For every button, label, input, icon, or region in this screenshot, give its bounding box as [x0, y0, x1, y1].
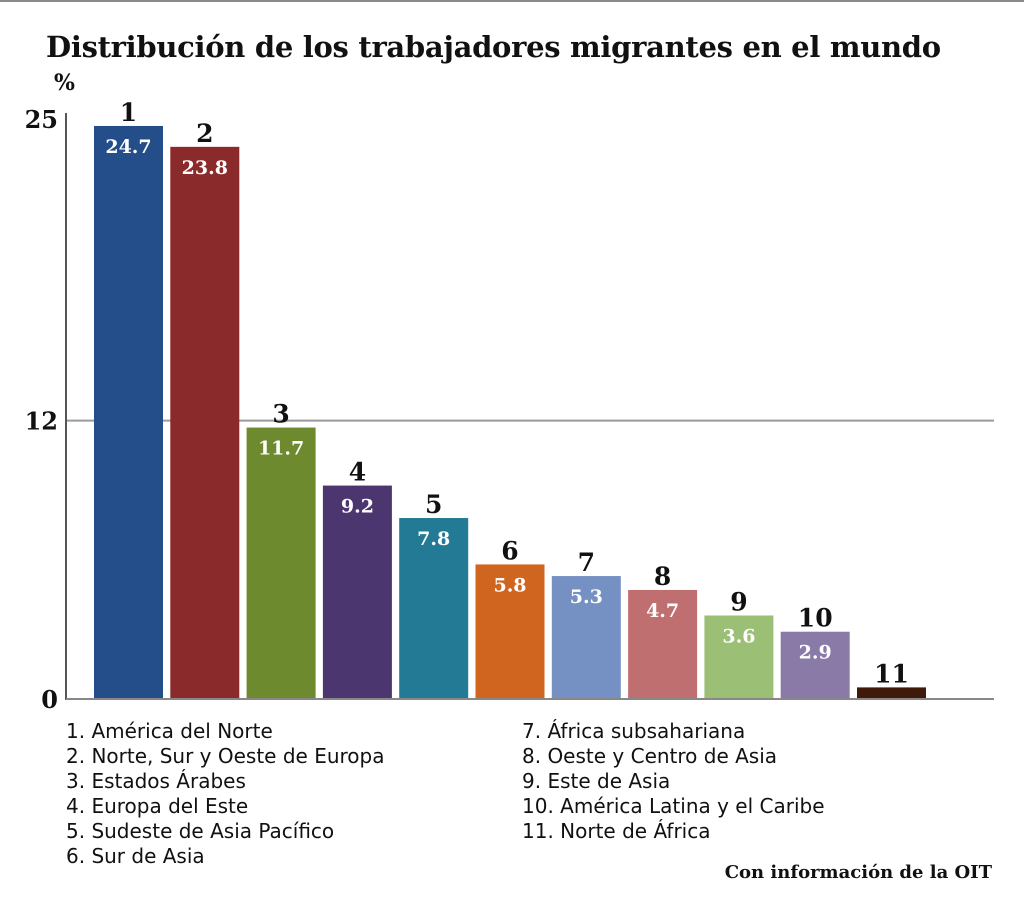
bar [170, 146, 240, 700]
bar [551, 576, 621, 699]
legend-item: 1. América del Norte [66, 719, 273, 743]
bar-value-label: 9.2 [341, 496, 374, 518]
bar-value-label: 4.7 [646, 600, 679, 622]
legend-item: 8. Oeste y Centro de Asia [522, 744, 778, 768]
source-note: Con información de la OIT [724, 862, 992, 883]
top-rule [0, 0, 1024, 2]
legend-right-column: 7. África subsahariana 8. Oeste y Centro… [522, 719, 825, 844]
bar-value-label: 3.6 [722, 625, 755, 647]
legend-item: 10. América Latina y el Caribe [522, 794, 825, 818]
bar-value-label: 0.5 [875, 697, 908, 719]
y-axis-unit-label: % [54, 70, 75, 96]
legend-item: 2. Norte, Sur y Oeste de Europa [66, 744, 385, 768]
y-tick-label: 12 [25, 407, 58, 436]
bar-value-label: 11.7 [258, 438, 304, 460]
bar-value-label: 24.7 [105, 136, 151, 158]
bar-rank-label: 4 [349, 458, 366, 487]
bar-value-label: 7.8 [417, 528, 450, 550]
bar-rank-label: 1 [120, 98, 137, 127]
legend-left-column: 1. América del Norte 2. Norte, Sur y Oes… [66, 719, 384, 869]
chart-title: Distribución de los trabajadores migrant… [46, 30, 941, 64]
bar-rank-label: 2 [196, 119, 213, 148]
bar [704, 615, 774, 699]
bar-value-label: 5.8 [493, 574, 526, 596]
legend-item: 3. Estados Árabes [66, 769, 246, 793]
bar [94, 125, 163, 699]
legend-item: 9. Este de Asia [522, 769, 671, 793]
bar [246, 427, 316, 699]
bar-rank-label: 11 [874, 659, 909, 688]
bar-rank-label: 8 [654, 562, 671, 591]
legend-item: 4. Europa del Este [66, 794, 249, 818]
bar-rank-label: 9 [730, 587, 747, 616]
bar-value-label: 23.8 [182, 157, 228, 179]
legend-item: 5. Sudeste de Asia Pacífico [66, 819, 335, 843]
bar-value-label: 2.9 [799, 642, 832, 664]
bar [857, 687, 926, 699]
bar-rank-label: 5 [425, 490, 442, 519]
legend-item: 11. Norte de África [522, 819, 711, 843]
bar [399, 518, 469, 699]
bar-rank-label: 7 [578, 548, 595, 577]
bar-rank-label: 6 [501, 536, 518, 565]
bar [322, 485, 392, 699]
legend-item: 6. Sur de Asia [66, 844, 205, 868]
legend-item: 7. África subsahariana [522, 719, 746, 743]
bar [780, 631, 850, 699]
bar-value-label: 5.3 [570, 586, 603, 608]
bar-rank-label: 3 [272, 400, 289, 429]
bar [628, 589, 698, 699]
bar-rank-label: 10 [798, 604, 833, 633]
y-tick-label: 25 [25, 105, 58, 134]
bar [475, 564, 545, 699]
y-tick-label: 0 [41, 685, 58, 714]
